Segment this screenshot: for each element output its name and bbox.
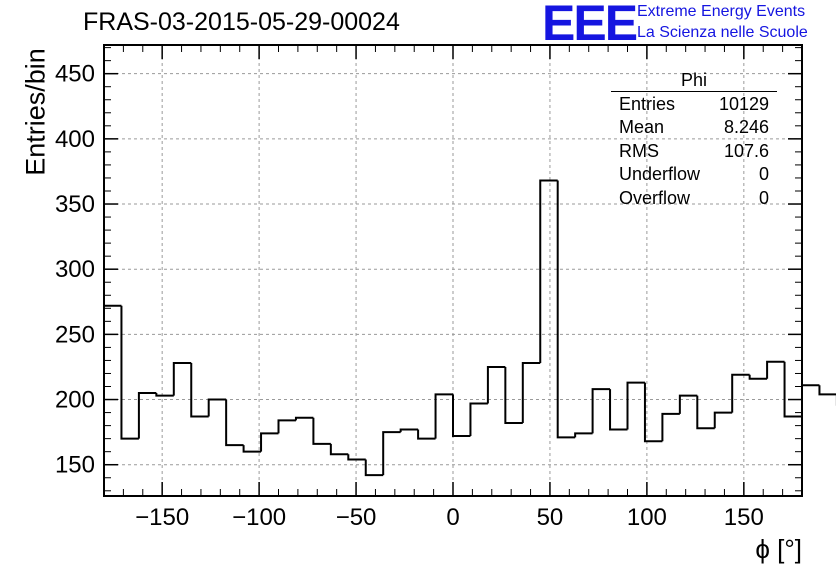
histogram-bin	[521, 362, 541, 424]
x-tick-label: 150	[724, 504, 764, 531]
y-tick-label: 400	[55, 126, 95, 153]
histogram-bin	[678, 394, 698, 414]
histogram-bin	[696, 395, 715, 430]
stats-label: Entries	[619, 94, 676, 114]
histogram-bin	[818, 385, 836, 396]
histogram-bin	[120, 305, 139, 440]
histogram-bin	[801, 384, 820, 417]
histogram-bin	[661, 412, 680, 442]
histogram-bin	[312, 417, 331, 445]
axis-tick-labels: −150 −100 −50 0 50 100 150 150 200 250 300 350 400 45…	[55, 61, 764, 531]
stats-box: Phi Entries 10129 Mean 8.246 RMS 107.6 U…	[611, 70, 777, 210]
stats-label: Mean	[619, 117, 665, 138]
stats-row-underflow: Underflow 0	[611, 163, 777, 186]
histogram-bin	[731, 373, 750, 413]
stats-value: 0	[758, 164, 769, 185]
histogram-bin	[294, 416, 314, 421]
histogram-bin	[748, 374, 768, 380]
y-tick-label: 450	[55, 61, 95, 88]
histogram-bin	[207, 398, 227, 417]
x-tick-label: −50	[336, 504, 377, 531]
x-tick-label: 50	[537, 504, 564, 531]
histogram-bin	[172, 362, 192, 396]
histogram-bin	[434, 393, 453, 439]
x-tick-label: 100	[627, 504, 667, 531]
histogram-bin	[382, 431, 401, 476]
histogram-bin	[713, 411, 733, 429]
histogram-bin	[399, 428, 419, 433]
histogram-bin	[225, 399, 244, 447]
histogram-bin	[504, 366, 523, 425]
histogram-bin	[452, 394, 471, 438]
histogram-bin	[190, 363, 209, 418]
stats-row-mean: Mean 8.246	[611, 116, 777, 139]
histogram-bin	[347, 454, 366, 461]
stats-label: Overflow	[619, 187, 691, 208]
x-tick-label: −150	[135, 504, 189, 531]
histogram-bin	[417, 429, 436, 440]
stats-row-entries: Entries 10129	[611, 93, 777, 116]
stats-title: Phi	[611, 70, 777, 92]
histogram-bin	[574, 432, 593, 438]
histogram-bin	[626, 381, 645, 430]
histogram-bin	[137, 392, 157, 439]
y-tick-label: 300	[55, 256, 95, 283]
x-tick-label: −100	[232, 504, 286, 531]
histogram-bin	[783, 361, 802, 418]
logo-line-2: La Scienza nelle Scuole	[637, 24, 808, 41]
histogram-bin	[643, 382, 663, 443]
eee-logo: EEE	[542, 0, 638, 51]
histogram-bin	[329, 443, 349, 456]
stats-label: RMS	[619, 140, 659, 161]
axis-ticks	[103, 45, 803, 496]
histogram-bin	[556, 180, 576, 439]
histogram-bin	[591, 388, 611, 434]
stats-row-overflow: Overflow 0	[611, 187, 777, 210]
histogram-bin	[766, 360, 785, 379]
histogram-bin	[260, 432, 279, 452]
stats-value: 107.6	[723, 140, 769, 161]
logo-line-1: Extreme Energy Events	[637, 3, 806, 20]
histogram-bin	[469, 402, 488, 437]
stats-value: 0	[758, 187, 769, 208]
chart-title: FRAS-03-2015-05-29-00024	[83, 8, 400, 36]
stats-row-rms: RMS 107.6	[611, 140, 777, 163]
histogram-bin	[539, 179, 558, 364]
stats-value: 8.246	[723, 117, 769, 138]
histogram-bin	[155, 393, 174, 397]
x-tick-label: 0	[446, 504, 459, 531]
histogram-bin	[609, 389, 628, 431]
histogram-bin	[364, 459, 384, 477]
histogram-bin	[277, 419, 296, 434]
histogram-bin	[242, 445, 262, 453]
histogram-bin	[486, 365, 506, 404]
stats-value: 10129	[718, 94, 769, 114]
y-tick-label: 200	[55, 387, 95, 414]
y-tick-label: 150	[55, 452, 95, 479]
x-axis-label: ϕ [°]	[755, 534, 802, 564]
y-tick-label: 250	[55, 321, 95, 348]
stats-label: Underflow	[619, 164, 701, 185]
y-tick-label: 350	[55, 191, 95, 218]
